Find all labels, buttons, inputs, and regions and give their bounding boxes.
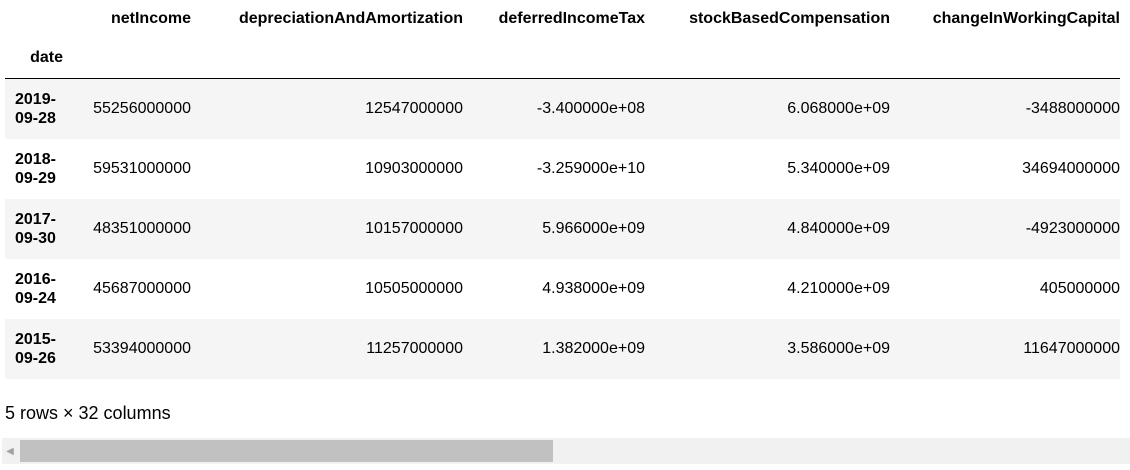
blank-cell — [645, 38, 890, 79]
table-row: 2015- 09-26 53394000000 11257000000 1.382… — [5, 318, 1120, 379]
table-row: 2019- 09-28 55256000000 12547000000 -3.40… — [5, 78, 1120, 139]
table-cell: 1.382000e+09 — [542, 339, 645, 357]
column-header: changeInWorkingCapital — [932, 10, 1120, 27]
table-cell: 405000000 — [1039, 279, 1120, 297]
table-cell: -3.259000e+10 — [536, 159, 645, 177]
table-cell: 10157000000 — [365, 219, 463, 237]
blank-cell — [890, 38, 1120, 79]
scroll-left-arrow-icon[interactable]: ◀ — [6, 445, 14, 457]
date-month-day: 09-29 — [15, 169, 56, 187]
blank-cell — [191, 38, 463, 79]
table-cell: 55256000000 — [93, 99, 191, 117]
table-row: 2017- 09-30 48351000000 10157000000 5.966… — [5, 198, 1120, 259]
table-cell: 3.586000e+09 — [787, 339, 890, 357]
table-cell: 11647000000 — [1023, 339, 1120, 357]
date-month-day: 09-30 — [15, 229, 56, 247]
table-cell: 4.210000e+09 — [787, 279, 890, 297]
row-index-date: 2016- 09-24 — [5, 259, 63, 319]
table-cell: 34694000000 — [1022, 159, 1120, 177]
index-name: date — [5, 38, 63, 79]
table-cell: 6.068000e+09 — [787, 99, 890, 117]
horizontal-scrollbar[interactable]: ◀ — [2, 438, 1130, 464]
column-header: netIncome — [110, 10, 191, 27]
table-cell: 11257000000 — [366, 339, 463, 357]
table-cell: 5.966000e+09 — [542, 219, 645, 237]
dataframe-table: netIncome depreciationAndAmortization de… — [5, 0, 1120, 379]
column-header: stockBasedCompensation — [689, 10, 890, 27]
blank-cell — [463, 38, 645, 79]
row-index-date: 2018- 09-29 — [5, 139, 63, 199]
date-month-day: 09-24 — [15, 289, 56, 307]
column-header: depreciationAndAmortization — [238, 10, 463, 27]
date-year: 2018- — [15, 150, 56, 168]
table-cell: 53394000000 — [93, 339, 191, 357]
header-corner — [5, 0, 63, 38]
table-cell: -4923000000 — [1025, 219, 1120, 237]
column-header-row: netIncome depreciationAndAmortization de… — [5, 0, 1120, 38]
date-year: 2017- — [15, 210, 56, 228]
date-year: 2016- — [15, 270, 56, 288]
table-cell: 5.340000e+09 — [787, 159, 890, 177]
date-month-day: 09-28 — [15, 109, 56, 127]
table-cell: 48351000000 — [93, 219, 191, 237]
table-cell: 10903000000 — [365, 159, 463, 177]
row-index-date: 2019- 09-28 — [5, 79, 63, 139]
column-header: deferredIncomeTax — [498, 10, 645, 27]
date-year: 2019- — [15, 90, 56, 108]
scrollbar-thumb[interactable] — [20, 440, 553, 462]
table-cell: -3.400000e+08 — [536, 99, 645, 117]
table-cell: 12547000000 — [365, 99, 463, 117]
table-cell: 59531000000 — [93, 159, 191, 177]
table-cell: 45687000000 — [93, 279, 191, 297]
row-index-date: 2015- 09-26 — [5, 319, 63, 379]
table-cell: 4.840000e+09 — [787, 219, 890, 237]
index-name-row: date — [5, 38, 1120, 79]
blank-cell — [63, 38, 191, 79]
table-cell: -3488000000 — [1025, 99, 1120, 117]
dataframe-shape-note: 5 rows × 32 columns — [5, 403, 171, 423]
row-index-date: 2017- 09-30 — [5, 199, 63, 259]
table-row: 2016- 09-24 45687000000 10505000000 4.938… — [5, 259, 1120, 319]
table-row: 2018- 09-29 59531000000 10903000000 -3.25… — [5, 139, 1120, 199]
dataframe-output: netIncome depreciationAndAmortization de… — [5, 0, 1120, 379]
table-cell: 10505000000 — [365, 279, 463, 297]
table-cell: 4.938000e+09 — [542, 279, 645, 297]
date-month-day: 09-26 — [15, 349, 56, 367]
date-year: 2015- — [15, 330, 56, 348]
